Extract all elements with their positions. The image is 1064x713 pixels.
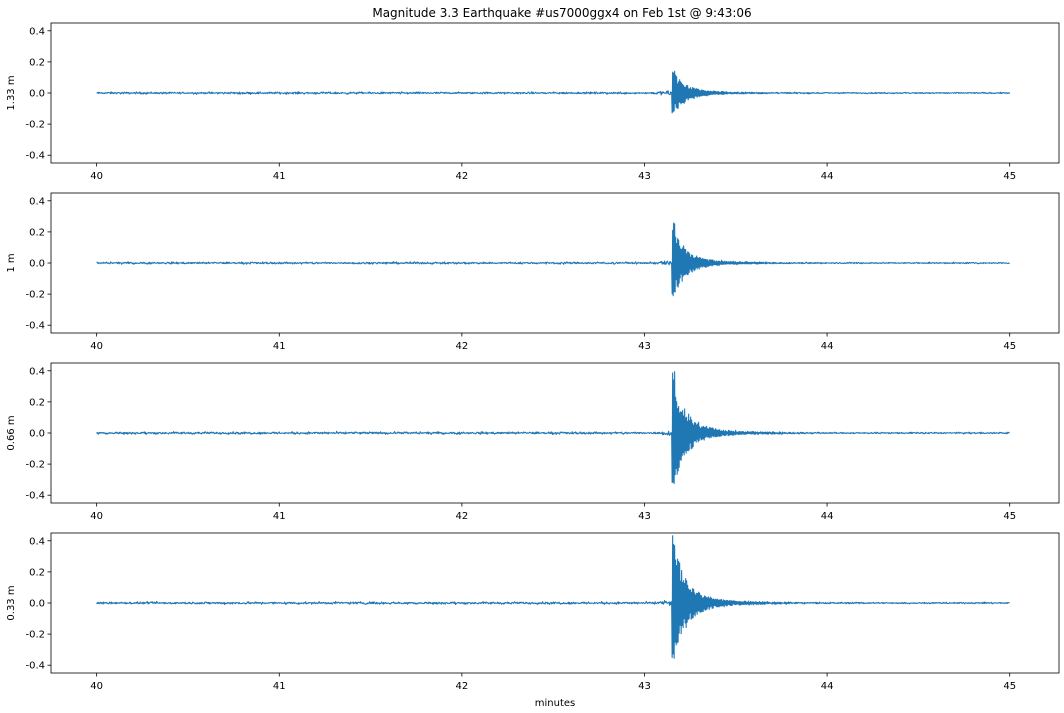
- x-tick-label: 44: [821, 511, 834, 522]
- plot-frame: [50, 192, 1060, 334]
- y-tick-label: 0.4: [29, 196, 45, 207]
- x-tick-label: 44: [821, 341, 834, 352]
- y-tick-label: -0.2: [25, 290, 45, 301]
- y-tick-label: 0.2: [29, 227, 45, 238]
- y-tick-label: 0.4: [29, 536, 45, 547]
- panel-1: 1.33 m 0.4 0.2 0.0 -0.2 -0.4 40 41 42 43 44 45: [6, 22, 1060, 182]
- waveform-line: [96, 70, 1011, 114]
- x-tick-label: 43: [638, 171, 651, 182]
- x-tick-label: 42: [456, 171, 469, 182]
- y-tick-label: -0.2: [25, 460, 45, 471]
- x-tick-label: 44: [821, 681, 834, 692]
- y-tick-label: -0.4: [25, 491, 45, 502]
- panel-2: 1 m 0.4 0.2 0.0 -0.2 -0.4 40 41 42 43 44 45: [6, 192, 1060, 352]
- x-tick-label: 43: [638, 681, 651, 692]
- y-tick-label: -0.4: [25, 321, 45, 332]
- x-axis-label: minutes: [535, 698, 575, 709]
- y-tick-label: 0.0: [29, 89, 45, 100]
- x-tick-label: 42: [456, 511, 469, 522]
- waveform-line: [96, 222, 1010, 297]
- x-tick-label: 42: [456, 341, 469, 352]
- y-axis-label: 1.33 m: [6, 75, 17, 110]
- y-tick-label: 0.0: [29, 599, 45, 610]
- y-tick-label: 0.0: [29, 429, 45, 440]
- y-tick-label: -0.4: [25, 151, 45, 162]
- x-tick-label: 45: [1003, 171, 1016, 182]
- figure-title: Magnitude 3.3 Earthquake #us7000ggx4 on …: [372, 6, 751, 20]
- y-tick-label: 0.4: [29, 26, 45, 37]
- panel-4: 0.33 m 0.4 0.2 0.0 -0.2 -0.4 40 41 42 43 44 45: [6, 532, 1060, 692]
- x-tick-label: 45: [1003, 341, 1016, 352]
- panels-group: 1.33 m 0.4 0.2 0.0 -0.2 -0.4 40 41 42 43 44 45 1 m 0.…: [6, 22, 1060, 692]
- x-tick-label: 45: [1003, 681, 1016, 692]
- x-tick-label: 43: [638, 511, 651, 522]
- waveform-line: [96, 371, 1010, 485]
- waveform-line: [96, 535, 1010, 659]
- y-tick-label: -0.2: [25, 630, 45, 641]
- x-tick-label: 41: [273, 341, 286, 352]
- x-tick-label: 41: [273, 171, 286, 182]
- y-tick-label: -0.4: [25, 661, 45, 672]
- x-tick-label: 44: [821, 171, 834, 182]
- y-axis-label: 0.66 m: [6, 415, 17, 450]
- plot-frame: [50, 532, 1060, 674]
- x-tick-label: 40: [90, 681, 103, 692]
- y-tick-label: -0.2: [25, 120, 45, 131]
- x-tick-label: 40: [90, 511, 103, 522]
- x-tick-label: 40: [90, 171, 103, 182]
- plot-frame: [50, 362, 1060, 504]
- y-tick-label: 0.2: [29, 567, 45, 578]
- plot-frame: [50, 22, 1060, 164]
- y-tick-label: 0.0: [29, 259, 45, 270]
- x-tick-label: 40: [90, 341, 103, 352]
- y-tick-label: 0.2: [29, 397, 45, 408]
- x-tick-label: 42: [456, 681, 469, 692]
- x-tick-label: 41: [273, 681, 286, 692]
- x-tick-label: 45: [1003, 511, 1016, 522]
- panel-3: 0.66 m 0.4 0.2 0.0 -0.2 -0.4 40 41 42 43 44 45: [6, 362, 1060, 522]
- y-tick-label: 0.4: [29, 366, 45, 377]
- x-tick-label: 43: [638, 341, 651, 352]
- y-axis-label: 0.33 m: [6, 585, 17, 620]
- y-tick-label: 0.2: [29, 57, 45, 68]
- y-axis-label: 1 m: [6, 253, 17, 272]
- x-tick-label: 41: [273, 511, 286, 522]
